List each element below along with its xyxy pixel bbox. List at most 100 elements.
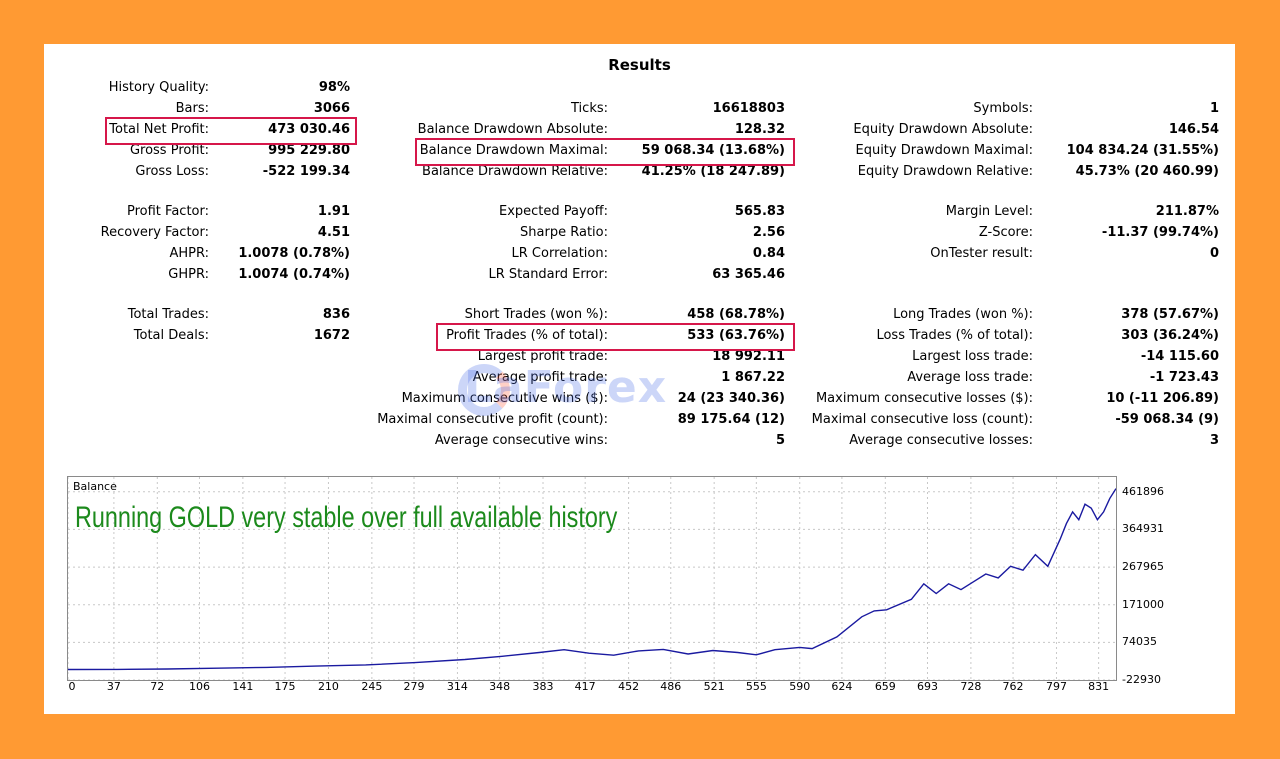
chart-title: Balance	[73, 480, 117, 493]
col2-value: 1 867.22	[721, 370, 785, 385]
col3-label: Maximum consecutive losses ($):	[815, 391, 1033, 406]
col1-label: Total Net Profit:	[109, 122, 209, 137]
col2-label: Maximal consecutive profit (count):	[377, 412, 608, 427]
x-tick-label: 314	[446, 680, 468, 693]
x-tick-label: 797	[1045, 680, 1067, 693]
balance-series-line	[68, 488, 1116, 671]
watermark-logo-icon	[458, 364, 510, 416]
y-tick-label: 267965	[1122, 560, 1164, 574]
col1-label: Recovery Factor:	[100, 225, 209, 240]
col2-value: 59 068.34 (13.68%)	[641, 143, 785, 158]
col3-value: 303 (36.24%)	[1121, 328, 1219, 343]
y-tick-label: 171000	[1122, 597, 1164, 611]
col2-label: Average consecutive wins:	[434, 433, 608, 448]
col3-value: 1	[1209, 101, 1219, 116]
x-tick-label: 37	[106, 680, 121, 693]
col2-value: 0.84	[752, 246, 785, 261]
col3-value: -1 723.43	[1149, 370, 1219, 385]
x-tick-label: 624	[831, 680, 853, 693]
x-tick-label: 521	[703, 680, 725, 693]
col2-label: Balance Drawdown Relative:	[422, 164, 608, 179]
x-tick-label: 762	[1002, 680, 1024, 693]
col2-label: Profit Trades (% of total):	[446, 328, 608, 343]
col3-value: 104 834.24 (31.55%)	[1066, 143, 1219, 158]
col3-value: 10 (-11 206.89)	[1106, 391, 1219, 406]
x-tick-label: 486	[660, 680, 682, 693]
col3-value: 0	[1209, 246, 1219, 261]
x-tick-label: 141	[232, 680, 254, 693]
results-title: Results	[608, 56, 671, 74]
y-tick-label: -22930	[1122, 673, 1161, 686]
col2-label: LR Correlation:	[511, 246, 608, 261]
col3-value: -14 115.60	[1140, 349, 1219, 364]
x-tick-label: 555	[745, 680, 767, 693]
col3-label: OnTester result:	[930, 246, 1033, 261]
x-tick-label: 831	[1088, 680, 1110, 693]
col1-label: Gross Loss:	[135, 164, 209, 179]
col2-value: 2.56	[752, 225, 785, 240]
col3-value: 3	[1209, 433, 1219, 448]
col2-value: 5	[775, 433, 785, 448]
col1-value: 4.51	[317, 225, 350, 240]
col3-label: Z-Score:	[978, 225, 1033, 240]
col3-value: 45.73% (20 460.99)	[1075, 164, 1219, 179]
x-tick-label: 279	[403, 680, 425, 693]
x-tick-label: 383	[532, 680, 554, 693]
col2-value: 41.25% (18 247.89)	[641, 164, 785, 179]
col3-label: Long Trades (won %):	[893, 307, 1033, 322]
x-tick-label: 417	[574, 680, 596, 693]
col3-label: Symbols:	[973, 101, 1033, 116]
col2-label: Balance Drawdown Absolute:	[417, 122, 608, 137]
col2-label: Ticks:	[571, 101, 608, 116]
col3-label: Equity Drawdown Maximal:	[855, 143, 1033, 158]
col1-value: 3066	[313, 101, 350, 116]
x-tick-label: 590	[789, 680, 811, 693]
watermark-text: LaForex	[464, 362, 668, 413]
col1-label: History Quality:	[108, 80, 209, 95]
col2-value: 16618803	[712, 101, 785, 116]
col2-value: 458 (68.78%)	[687, 307, 785, 322]
chart-annotation: Running GOLD very stable over full avail…	[75, 501, 618, 534]
col1-label: Total Deals:	[133, 328, 209, 343]
col2-value: 565.83	[734, 204, 785, 219]
col3-label: Margin Level:	[945, 204, 1033, 219]
col3-label: Loss Trades (% of total):	[876, 328, 1033, 343]
col1-value: -522 199.34	[262, 164, 350, 179]
x-tick-label: 245	[361, 680, 383, 693]
results-panel: Results History Quality: 98% Bars: 3066 Tota…	[44, 44, 1235, 714]
x-tick-label: 659	[874, 680, 896, 693]
col3-value: 211.87%	[1155, 204, 1219, 219]
col3-value: -11.37 (99.74%)	[1101, 225, 1219, 240]
col2-label: Balance Drawdown Maximal:	[419, 143, 608, 158]
highlight-profit-trades	[436, 323, 795, 351]
x-tick-label: 72	[150, 680, 165, 693]
col2-value: 63 365.46	[712, 267, 785, 282]
x-tick-label: 728	[960, 680, 982, 693]
col1-label: AHPR:	[169, 246, 209, 261]
col1-value: 98%	[318, 80, 350, 95]
col2-value: 18 992.11	[712, 349, 785, 364]
col3-label: Equity Drawdown Relative:	[857, 164, 1033, 179]
col3-label: Maximal consecutive loss (count):	[811, 412, 1033, 427]
col1-value: 473 030.46	[268, 122, 350, 137]
col1-label: Total Trades:	[127, 307, 209, 322]
x-tick-label: 0	[68, 680, 76, 693]
balance-chart-plot	[68, 477, 1116, 680]
col3-value: 146.54	[1168, 122, 1219, 137]
col1-value: 1672	[313, 328, 350, 343]
x-tick-label: 452	[618, 680, 640, 693]
balance-chart: Balance Running GOLD very stable over fu…	[67, 476, 1117, 681]
x-tick-label: 693	[916, 680, 938, 693]
highlight-total-net-profit	[105, 117, 357, 145]
highlight-balance-drawdown-maximal	[415, 138, 795, 166]
col3-value: 378 (57.67%)	[1121, 307, 1219, 322]
col3-label: Largest loss trade:	[912, 349, 1033, 364]
col1-label: Profit Factor:	[127, 204, 209, 219]
col2-label: Largest profit trade:	[477, 349, 608, 364]
col2-label: LR Standard Error:	[488, 267, 608, 282]
col3-value: -59 068.34 (9)	[1115, 412, 1219, 427]
col1-value: 836	[322, 307, 350, 322]
y-tick-label: 74035	[1122, 635, 1157, 649]
x-tick-label: 348	[489, 680, 511, 693]
x-tick-label: 210	[317, 680, 339, 693]
